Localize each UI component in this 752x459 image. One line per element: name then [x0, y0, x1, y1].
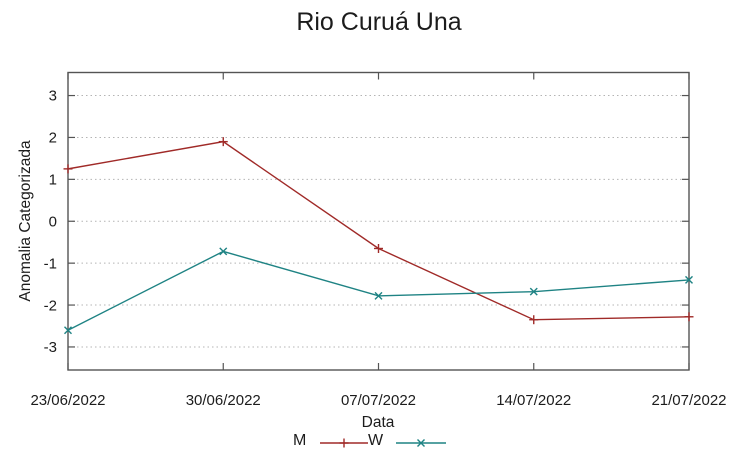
- grid-layer: [68, 95, 689, 348]
- legend-item-M: M: [293, 432, 368, 449]
- x-tick-label: 14/07/2022: [496, 392, 571, 409]
- series-M-marker: [63, 164, 73, 174]
- series-M-marker: [684, 312, 694, 322]
- y-tick-label: 0: [49, 213, 57, 230]
- series-W-marker: [374, 291, 383, 300]
- cross-icon: [219, 247, 228, 256]
- y-tick-label: -2: [44, 297, 57, 314]
- series-M-marker: [374, 243, 383, 253]
- series-M-marker: [218, 137, 228, 147]
- x-axis-label: Data: [362, 414, 395, 431]
- legend-label: W: [368, 432, 384, 449]
- cross-icon: [417, 439, 425, 447]
- cross-icon: [64, 326, 72, 335]
- y-axis-label: Anomalia Categorizada: [17, 140, 34, 302]
- y-tick-label: -1: [44, 255, 57, 272]
- series-W-marker: [219, 247, 228, 256]
- y-tick-label: 3: [49, 88, 57, 105]
- legend-marker: [339, 438, 349, 448]
- x-tick-label: 30/06/2022: [186, 392, 261, 409]
- legend-label: M: [293, 432, 306, 449]
- y-tick-label: -3: [44, 339, 57, 356]
- legend-item-W: W: [368, 432, 446, 449]
- y-tick-label: 1: [49, 172, 57, 189]
- x-tick-label: 07/07/2022: [341, 392, 416, 409]
- series-W-marker: [64, 326, 72, 335]
- y-tick-label: 2: [49, 130, 57, 147]
- axis-layer: -3 -2 -1 0 1 2 3 23/06/2022 30/06/2022 07/07/2022…: [30, 71, 727, 409]
- cross-icon: [374, 291, 383, 300]
- series-layer: [63, 137, 694, 335]
- series-W-marker: [685, 275, 693, 284]
- cross-icon: [529, 287, 538, 296]
- cross-icon: [685, 275, 693, 284]
- series-M-marker: [529, 315, 539, 325]
- series-line-M: [67, 140, 690, 321]
- legend-marker: [417, 439, 425, 447]
- x-tick-label: 21/07/2022: [651, 392, 726, 409]
- series-W-marker: [529, 287, 538, 296]
- chart-title: Rio Curuá Una: [296, 8, 461, 36]
- x-tick-label: 23/06/2022: [30, 392, 105, 409]
